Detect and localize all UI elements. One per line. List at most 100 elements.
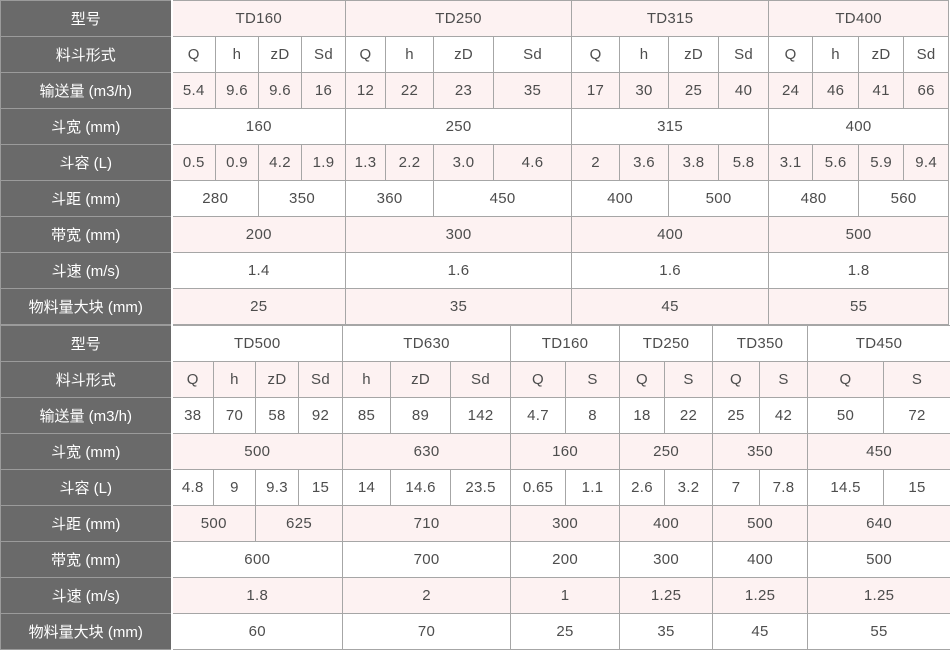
spec-cell: 5.4 — [171, 72, 216, 109]
spec-cell: 350 — [712, 433, 809, 470]
spec-cell: h — [385, 36, 435, 73]
row-header: 输送量 (m3/h) — [0, 72, 173, 109]
spec-cell: 200 — [510, 541, 621, 578]
table-row: 斗距 (mm) 280 350 360 450 400 500 480 560 — [0, 180, 950, 217]
spec-cell: 400 — [619, 505, 714, 542]
spec-cell: 9.6 — [258, 72, 302, 109]
spec-cell: Q — [510, 361, 567, 398]
spec-cell: zD — [258, 36, 302, 73]
spec-cell: 25 — [170, 288, 347, 325]
row-header: 斗速 (m/s) — [0, 577, 173, 614]
spec-cell: 400 — [571, 180, 670, 217]
spec-cell: 3.8 — [668, 144, 720, 181]
spec-cell: 89 — [390, 397, 452, 434]
spec-cell: 300 — [345, 216, 573, 253]
spec-cell: 9 — [213, 469, 256, 506]
table-row: 斗宽 (mm) 160 250 315 400 — [0, 108, 950, 145]
spec-cell: 1.6 — [571, 252, 770, 289]
spec-cell: 14.5 — [807, 469, 885, 506]
spec-cell: Sd — [450, 361, 512, 398]
table-row: 斗速 (m/s) 1.4 1.6 1.6 1.8 — [0, 252, 950, 289]
row-header: 带宽 (mm) — [0, 541, 173, 578]
spec-cell: 7 — [712, 469, 761, 506]
row-header: 物料量大块 (mm) — [0, 613, 173, 650]
table-row: 型号 TD160 TD250 TD315 TD400 — [0, 0, 950, 37]
spec-cell: 8 — [565, 397, 621, 434]
row-header: 斗宽 (mm) — [0, 433, 173, 470]
spec-cell: 60 — [170, 613, 344, 650]
spec-cell: Q — [619, 361, 666, 398]
spec-cell: zD — [255, 361, 299, 398]
spec-cell: 9.4 — [903, 144, 950, 181]
spec-cell: 4.8 — [171, 469, 214, 506]
spec-cell: 480 — [768, 180, 860, 217]
spec-cell: 66 — [903, 72, 950, 109]
spec-cell: 72 — [883, 397, 950, 434]
spec-cell: 7.8 — [759, 469, 809, 506]
table-row: 斗速 (m/s) 1.8 2 1 1.25 1.25 1.25 — [0, 577, 950, 614]
row-header: 型号 — [0, 325, 173, 362]
spec-cell: 9.3 — [255, 469, 299, 506]
spec-cell: 710 — [342, 505, 512, 542]
spec-cell: Sd — [718, 36, 770, 73]
table-row: 斗距 (mm) 500 625 710 300 400 500 640 — [0, 505, 950, 542]
spec-cell: 15 — [297, 469, 344, 506]
spec-cell: Q — [571, 36, 621, 73]
table-row: 输送量 (m3/h) 38 70 58 92 85 89 142 4.7 8 18 22 25 42 50 7… — [0, 397, 950, 434]
spec-cell: 1.25 — [619, 577, 714, 614]
row-header: 型号 — [0, 0, 173, 37]
spec-cell: 500 — [171, 505, 256, 542]
spec-cell: 160 — [170, 108, 347, 145]
spec-cell: 30 — [619, 72, 670, 109]
spec-cell: 700 — [342, 541, 512, 578]
spec-cell: 23.5 — [450, 469, 512, 506]
spec-cell: 14.6 — [390, 469, 452, 506]
table-row: 带宽 (mm) 600 700 200 300 400 500 — [0, 541, 950, 578]
spec-cell: 2.6 — [619, 469, 666, 506]
spec-cell: zD — [668, 36, 720, 73]
spec-cell: 12 — [345, 72, 387, 109]
spec-cell: 25 — [510, 613, 621, 650]
spec-cell: 22 — [385, 72, 435, 109]
spec-cell: TD500 — [170, 325, 344, 362]
spec-cell: 250 — [619, 433, 714, 470]
spec-cell: 1 — [510, 577, 621, 614]
spec-cell: 15 — [883, 469, 950, 506]
spec-cell: Sd — [903, 36, 950, 73]
spec-cell: 3.2 — [664, 469, 714, 506]
spec-cell: 1.4 — [170, 252, 347, 289]
spec-cell: zD — [858, 36, 905, 73]
row-header: 斗距 (mm) — [0, 180, 173, 217]
spec-cell: 280 — [171, 180, 259, 217]
spec-cell: 1.9 — [300, 144, 347, 181]
spec-cell: Q — [171, 361, 214, 398]
spec-cell: 360 — [345, 180, 435, 217]
spec-cell: Sd — [297, 361, 344, 398]
row-header: 斗容 (L) — [0, 144, 173, 181]
table-row: 斗宽 (mm) 500 630 160 250 350 450 — [0, 433, 950, 470]
table-row: 斗容 (L) 4.8 9 9.3 15 14 14.6 23.5 0.65 1.1 2.6 3.2 7 7… — [0, 469, 950, 506]
spec-cell: 9.6 — [215, 72, 259, 109]
spec-cell: TD450 — [807, 325, 950, 362]
table-row: 型号 TD500 TD630 TD160 TD250 TD350 TD450 — [0, 325, 950, 362]
spec-cell: h — [342, 361, 392, 398]
row-header: 斗速 (m/s) — [0, 252, 173, 289]
spec-cell: h — [619, 36, 670, 73]
spec-cell: 58 — [255, 397, 299, 434]
spec-cell: TD400 — [768, 0, 950, 37]
spec-cell: 142 — [450, 397, 512, 434]
row-header: 斗宽 (mm) — [0, 108, 173, 145]
spec-cell: 2.2 — [385, 144, 435, 181]
spec-cell: 200 — [170, 216, 347, 253]
spec-cell: zD — [390, 361, 452, 398]
spec-cell: S — [759, 361, 809, 398]
spec-cell: 42 — [759, 397, 809, 434]
spec-cell: TD630 — [342, 325, 512, 362]
spec-cell: 24 — [768, 72, 814, 109]
spec-cell: 35 — [493, 72, 573, 109]
spec-cell: 1.1 — [565, 469, 621, 506]
spec-cell: Sd — [300, 36, 347, 73]
spec-cell: 500 — [170, 433, 344, 470]
spec-cell: 0.9 — [215, 144, 259, 181]
